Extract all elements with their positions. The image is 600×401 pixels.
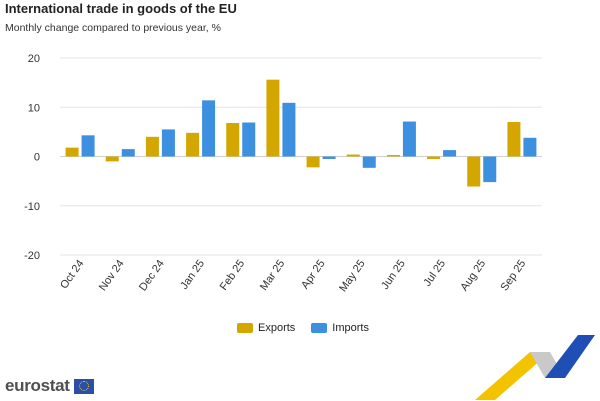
y-tick-label: 20 (28, 53, 40, 65)
bar-imports-aug-25[interactable] (483, 156, 497, 183)
bar-imports-sep-25[interactable] (523, 137, 537, 157)
bar-imports-may-25[interactable] (362, 156, 376, 168)
bar-exports-mar-25[interactable] (266, 79, 280, 157)
x-tick-label: Nov 24 (97, 258, 127, 293)
bar-exports-sep-25[interactable] (507, 122, 521, 157)
eurostat-logo-text: eurostat (5, 376, 70, 395)
legend-item-exports[interactable]: Exports (237, 322, 295, 334)
x-tick-label: Sep 25 (499, 258, 529, 293)
y-tick-label: -20 (24, 250, 40, 262)
legend-item-imports[interactable]: Imports (311, 322, 369, 334)
bar-exports-aug-25[interactable] (467, 156, 481, 187)
bar-imports-apr-25[interactable] (322, 156, 336, 159)
x-tick-label: Mar 25 (258, 258, 287, 293)
bar-imports-feb-25[interactable] (242, 122, 256, 157)
bar-exports-apr-25[interactable] (306, 156, 320, 168)
bar-chart: 20 10 0 -10 -20 Oct 24 Nov 24 Dec 24 Jan 25 Feb 2… (24, 53, 542, 294)
x-tick-label: Jul 25 (421, 258, 448, 289)
y-tick-label: 0 (34, 152, 40, 164)
x-tick-label: Jan 25 (178, 258, 207, 292)
bar-exports-feb-25[interactable] (226, 123, 240, 157)
bar-imports-nov-24[interactable] (121, 149, 135, 157)
bar-exports-dec-24[interactable] (145, 136, 159, 157)
bar-exports-nov-24[interactable] (105, 156, 119, 162)
x-tick-label: Aug 25 (458, 258, 488, 293)
ribbon-blue (545, 335, 595, 378)
bar-imports-dec-24[interactable] (161, 129, 175, 157)
x-tick-label: Jun 25 (379, 258, 408, 292)
bar-imports-jul-25[interactable] (443, 150, 457, 157)
x-tick-label: Dec 24 (137, 258, 167, 293)
bar-exports-jul-25[interactable] (427, 156, 441, 159)
x-tick-label: May 25 (337, 258, 368, 294)
eurostat-ribbon-decoration (475, 335, 595, 400)
bar-imports-jan-25[interactable] (202, 100, 216, 157)
y-tick-label: 10 (28, 102, 40, 114)
eurostat-logo: eurostat (5, 376, 94, 396)
x-tick-label: Oct 24 (58, 258, 86, 291)
legend-swatch-imports (311, 323, 328, 333)
legend-label-imports: Imports (332, 322, 369, 334)
bar-exports-jan-25[interactable] (186, 132, 200, 157)
y-tick-label: -10 (24, 201, 40, 213)
chart-subtitle: Monthly change compared to previous year… (5, 22, 221, 34)
x-tick-label: Apr 25 (299, 258, 327, 291)
legend-label-exports: Exports (258, 322, 296, 334)
legend-swatch-exports (237, 323, 253, 333)
bar-imports-jun-25[interactable] (402, 121, 416, 157)
ribbon-yellow (475, 352, 550, 400)
bar-imports-oct-24[interactable] (81, 135, 95, 157)
chart-title: International trade in goods of the EU (5, 1, 237, 16)
chart-legend: Exports Imports (237, 322, 369, 334)
bar-exports-oct-24[interactable] (65, 147, 79, 157)
x-tick-label: Feb 25 (218, 258, 247, 293)
bar-imports-mar-25[interactable] (282, 102, 296, 157)
bar-exports-jun-25[interactable] (386, 155, 400, 157)
bar-exports-may-25[interactable] (346, 154, 360, 157)
eu-flag-icon (73, 378, 94, 394)
